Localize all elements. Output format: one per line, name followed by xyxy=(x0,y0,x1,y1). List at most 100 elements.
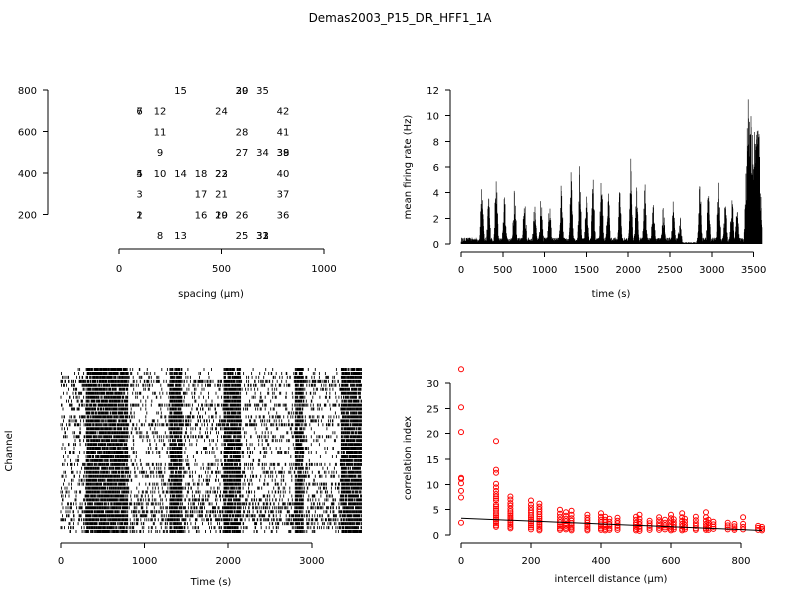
electrode-label: 32 xyxy=(256,231,269,242)
electrode-label: 23 xyxy=(215,169,228,180)
electrode-label: 38 xyxy=(277,148,290,159)
y-tick-label: 400 xyxy=(18,169,37,180)
correlation-point xyxy=(507,508,514,515)
y-tick-label: 10 xyxy=(426,112,439,123)
firing-rate-trace xyxy=(460,99,763,244)
x-axis-label: spacing (µm) xyxy=(178,289,244,300)
y-tick-label: 0 xyxy=(433,240,439,251)
y-tick-label: 10 xyxy=(426,480,439,491)
correlation-point xyxy=(493,510,499,517)
correlation-point xyxy=(536,519,543,526)
correlation-point xyxy=(636,515,643,522)
correlation-point xyxy=(614,522,621,529)
correlation-point xyxy=(536,500,543,507)
correlation-point xyxy=(507,502,514,509)
electrode-label: 16 xyxy=(195,210,208,221)
correlation-point xyxy=(682,518,688,525)
correlation-point xyxy=(493,480,499,487)
x-tick-label: 800 xyxy=(731,556,750,567)
correlation-point xyxy=(692,513,699,520)
x-tick-label: 1000 xyxy=(311,264,336,275)
y-tick-label: 800 xyxy=(18,86,37,97)
electrode-label: 9 xyxy=(157,148,163,159)
correlation-point xyxy=(528,516,534,523)
electrode-label: 20 xyxy=(215,210,228,221)
correlation-point xyxy=(493,484,499,491)
electrode-label: 30 xyxy=(236,86,249,97)
correlation-point xyxy=(633,527,639,534)
correlation-point xyxy=(568,511,575,518)
correlation-point xyxy=(724,522,731,529)
correlation-point xyxy=(557,523,563,530)
correlation-point xyxy=(458,480,464,487)
correlation-point xyxy=(493,466,499,473)
correlation-panel: 0 5 10 15 20 25 30 0 200 400 600 800 intercell dista… xyxy=(403,366,765,585)
correlation-point xyxy=(563,522,569,529)
electrode-label: 14 xyxy=(174,169,187,180)
x-tick-label: 1500 xyxy=(574,265,599,276)
correlation-point xyxy=(662,522,668,529)
electrode-label: 26 xyxy=(236,210,249,221)
correlation-point xyxy=(536,513,543,520)
x-tick-label: 3500 xyxy=(741,265,766,276)
correlation-point xyxy=(458,404,464,411)
correlation-point xyxy=(536,517,543,524)
y-axis-label: correlation index xyxy=(403,416,414,500)
y-tick-label: 4 xyxy=(433,189,439,200)
correlation-point xyxy=(557,526,563,533)
x-tick-label: 1000 xyxy=(132,556,157,567)
correlation-point xyxy=(507,493,514,500)
correlation-point xyxy=(493,520,499,527)
spike-raster-panel: 0 1000 2000 3000 Time (s) Channel xyxy=(4,368,362,588)
electrode-label: 29 xyxy=(236,86,249,97)
electrode-label: 13 xyxy=(174,231,187,242)
correlation-point xyxy=(528,526,534,533)
electrode-label: 2 xyxy=(136,210,142,221)
correlation-point xyxy=(670,516,677,523)
x-tick-label: 0 xyxy=(458,556,464,567)
correlation-point xyxy=(493,523,499,530)
correlation-point xyxy=(458,519,464,526)
electrode-label: 5 xyxy=(136,169,142,180)
x-tick-label: 3000 xyxy=(299,556,324,567)
correlation-point xyxy=(606,526,613,533)
correlation-point xyxy=(636,523,643,530)
correlation-point xyxy=(598,526,604,533)
correlation-point xyxy=(507,510,514,517)
correlation-point xyxy=(493,469,499,476)
x-tick-label: 3000 xyxy=(699,265,724,276)
x-axis-label: Time (s) xyxy=(190,577,232,588)
correlation-point xyxy=(493,493,499,500)
regression-line xyxy=(460,517,763,531)
correlation-point xyxy=(668,511,674,518)
electrode-label: 41 xyxy=(277,127,290,138)
correlation-point xyxy=(703,509,709,516)
figure-title: Demas2003_P15_DR_HFF1_1A xyxy=(309,11,493,25)
correlation-point xyxy=(528,524,534,531)
correlation-point xyxy=(458,366,464,373)
electrode-label: 15 xyxy=(174,86,187,97)
correlation-point xyxy=(646,526,653,533)
x-tick-label: 400 xyxy=(591,556,610,567)
correlation-point xyxy=(636,525,643,532)
correlation-point xyxy=(584,511,591,518)
correlation-point xyxy=(493,487,499,494)
electrode-label: 7 xyxy=(136,107,142,118)
y-tick-label: 20 xyxy=(426,430,439,441)
electrode-label: 8 xyxy=(157,231,163,242)
correlation-point xyxy=(528,514,534,521)
x-tick-label: 2000 xyxy=(215,556,240,567)
electrode-label: 40 xyxy=(277,169,290,180)
correlation-point xyxy=(458,494,464,501)
correlation-point xyxy=(755,522,762,529)
x-tick-label: 2000 xyxy=(615,265,640,276)
correlation-point xyxy=(636,511,643,518)
correlation-point xyxy=(536,523,543,530)
correlation-point xyxy=(458,429,464,436)
y-axis-label: Channel xyxy=(4,430,15,471)
correlation-point xyxy=(507,515,514,522)
electrode-label: 42 xyxy=(277,107,290,118)
firing-rate-panel: 0 2 4 6 8 10 12 0 500 1000 1500 2000 2500 3000 3500 tim… xyxy=(403,86,766,300)
correlation-point xyxy=(656,526,663,533)
